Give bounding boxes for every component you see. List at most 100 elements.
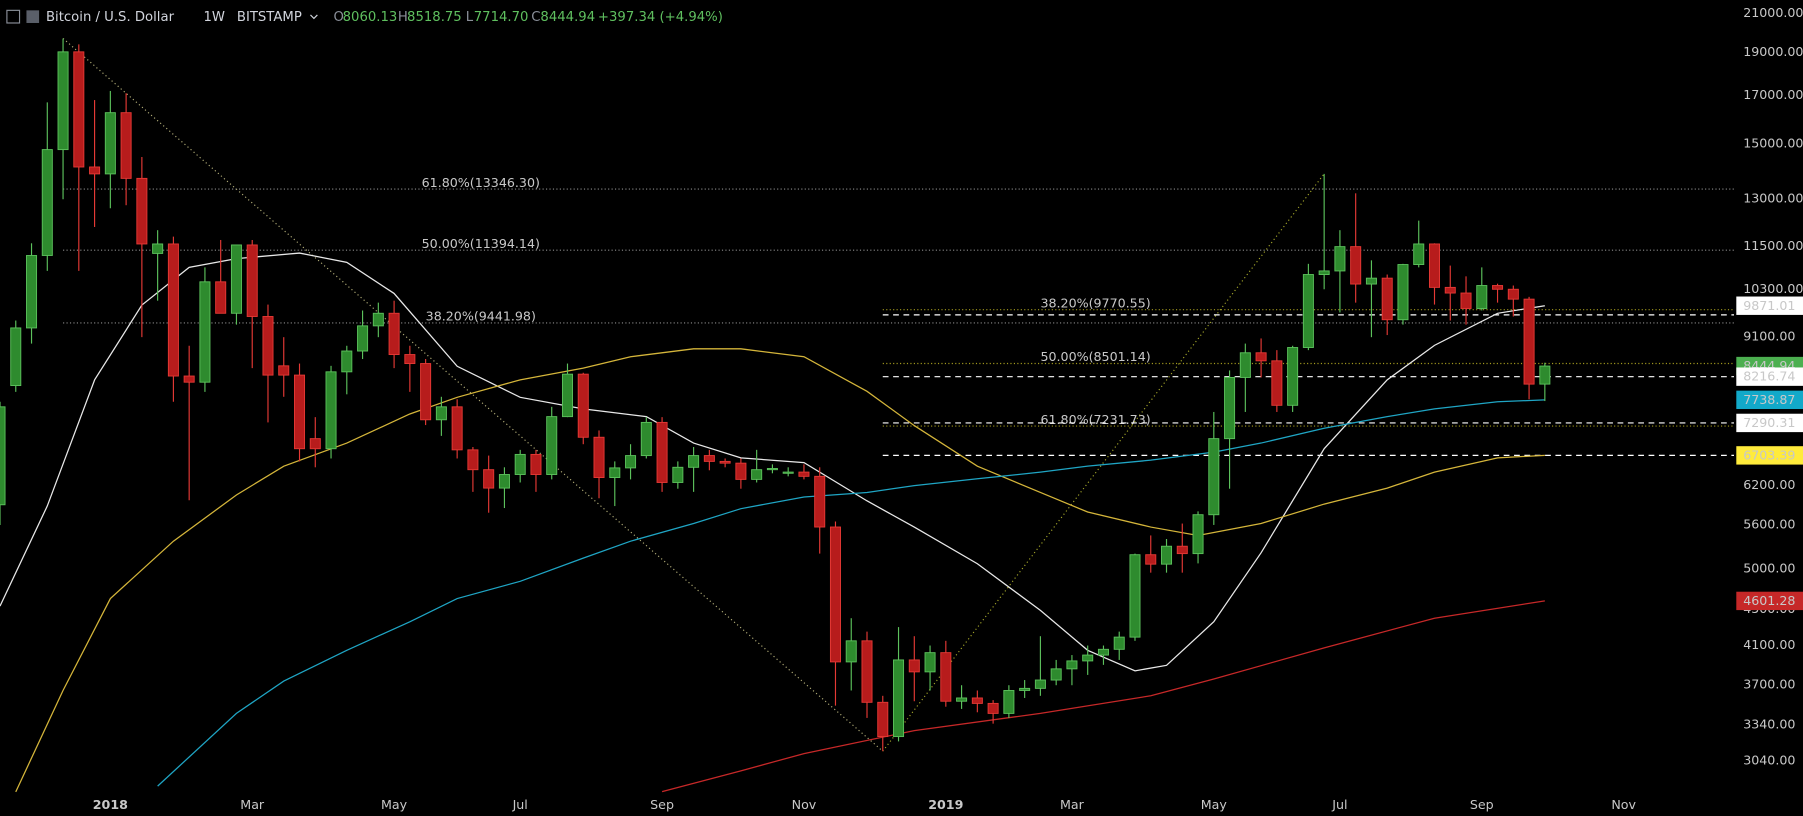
ohlc-value: 8444.94 bbox=[540, 10, 595, 25]
y-tick-label: 3040.00 bbox=[1743, 753, 1795, 768]
candle-body bbox=[829, 526, 841, 663]
candle-body bbox=[104, 112, 116, 175]
moving-average bbox=[0, 252, 1545, 672]
x-tick-label: Nov bbox=[792, 797, 817, 812]
y-tick-label: 6200.00 bbox=[1743, 477, 1795, 492]
candle-body bbox=[751, 469, 763, 480]
fib-label: 38.20%(9770.55) bbox=[1040, 295, 1150, 310]
candle-body bbox=[798, 471, 810, 477]
y-tick-label: 5000.00 bbox=[1743, 560, 1795, 575]
price-label-box bbox=[1736, 390, 1803, 410]
candle-body bbox=[987, 702, 999, 714]
candle-body bbox=[782, 471, 794, 474]
candle-body bbox=[845, 640, 857, 663]
symbol: Bitcoin / U.S. Dollar bbox=[46, 10, 175, 25]
y-tick-label: 3700.00 bbox=[1743, 677, 1795, 692]
candle-body bbox=[530, 453, 542, 475]
icon[interactable] bbox=[6, 9, 21, 24]
candle-body bbox=[215, 281, 227, 314]
dropdown-caret[interactable] bbox=[310, 14, 318, 20]
candle-body bbox=[10, 327, 22, 387]
x-tick-label: Mar bbox=[240, 797, 265, 812]
x-tick-label: May bbox=[1201, 797, 1228, 812]
candle-body bbox=[89, 166, 101, 175]
fib-label: 61.80%(13346.30) bbox=[422, 175, 540, 190]
candle-body bbox=[609, 467, 621, 479]
candle-body bbox=[1413, 243, 1425, 265]
y-tick-label: 11500.00 bbox=[1743, 238, 1803, 253]
candle-body bbox=[120, 112, 132, 179]
candle-body bbox=[1492, 285, 1504, 290]
candle-body bbox=[498, 474, 510, 489]
candle-body bbox=[719, 460, 731, 464]
y-tick-label: 3340.00 bbox=[1743, 716, 1795, 731]
candle-body bbox=[1476, 285, 1488, 309]
candle-body bbox=[199, 281, 211, 383]
candle-body bbox=[1287, 347, 1299, 406]
x-tick-label: Mar bbox=[1060, 797, 1085, 812]
fib-label: 38.20%(9441.98) bbox=[426, 309, 536, 324]
candle-body bbox=[136, 177, 148, 245]
price-label-box bbox=[1736, 446, 1803, 465]
y-tick-label: 15000.00 bbox=[1743, 135, 1803, 150]
ohlc-key: O bbox=[333, 10, 343, 25]
candle-body bbox=[1224, 376, 1236, 440]
price-label: 9871.01 bbox=[1743, 298, 1795, 313]
fib-label: 50.00%(8501.14) bbox=[1040, 349, 1150, 364]
candle-body bbox=[451, 406, 463, 451]
ohlc-value: 8518.75 bbox=[407, 10, 462, 25]
candle-body bbox=[0, 406, 6, 506]
candle-body bbox=[1145, 554, 1157, 565]
ohlc-value: 8060.13 bbox=[343, 10, 398, 25]
candle-body bbox=[420, 363, 432, 421]
candle-body bbox=[230, 244, 242, 314]
candle-body bbox=[388, 312, 400, 356]
candle-body bbox=[1507, 288, 1519, 300]
price-label-box bbox=[1736, 591, 1803, 611]
candle-body bbox=[1428, 243, 1441, 288]
ohlc-key: C bbox=[531, 10, 540, 25]
price-label: 4601.28 bbox=[1743, 593, 1795, 608]
candle-body bbox=[1082, 654, 1094, 662]
moving-average bbox=[15, 348, 1545, 793]
candle-body bbox=[183, 375, 195, 383]
candle-body bbox=[766, 468, 778, 471]
candle-body bbox=[152, 243, 164, 254]
candle-body bbox=[1192, 514, 1204, 555]
trend-line bbox=[882, 173, 1325, 752]
candle-body bbox=[1113, 636, 1125, 650]
candle-body bbox=[1066, 660, 1078, 670]
candle-body bbox=[1097, 648, 1109, 656]
candle-body bbox=[1460, 292, 1472, 309]
candle-body bbox=[309, 438, 321, 450]
candle-body bbox=[1365, 277, 1377, 285]
candle-body bbox=[908, 659, 920, 673]
interval[interactable]: 1W bbox=[204, 10, 225, 25]
x-tick-label: Jul bbox=[1331, 797, 1347, 812]
candle-body bbox=[262, 316, 274, 376]
y-tick-label: 19000.00 bbox=[1743, 44, 1803, 59]
candle-body bbox=[593, 436, 605, 479]
exchange[interactable]: BITSTAMP bbox=[237, 10, 302, 25]
candle-body bbox=[971, 697, 983, 704]
candle-body bbox=[924, 652, 936, 673]
price-label: 6703.39 bbox=[1743, 447, 1795, 462]
candle-body bbox=[1034, 679, 1046, 689]
candle-body bbox=[1539, 365, 1551, 385]
axes: 21000.00 19000.00 17000.00 15000.00 13000.00… bbox=[93, 5, 1803, 812]
candle-body bbox=[688, 455, 700, 468]
candle-body bbox=[57, 51, 69, 151]
icon[interactable] bbox=[26, 10, 40, 23]
price-label-box bbox=[1736, 367, 1803, 386]
candle-body bbox=[167, 243, 179, 377]
x-tick-label: Nov bbox=[1611, 797, 1636, 812]
ohlc-key: L bbox=[466, 10, 474, 25]
change: +397.34 (+4.94%) bbox=[598, 10, 723, 25]
price-label: 7738.87 bbox=[1743, 392, 1795, 407]
header: Bitcoin / U.S. Dollar 1W BITSTAMP O 8060… bbox=[6, 9, 723, 25]
candle-body bbox=[1444, 286, 1456, 294]
candle-body bbox=[467, 449, 479, 471]
candle-body bbox=[956, 697, 968, 702]
